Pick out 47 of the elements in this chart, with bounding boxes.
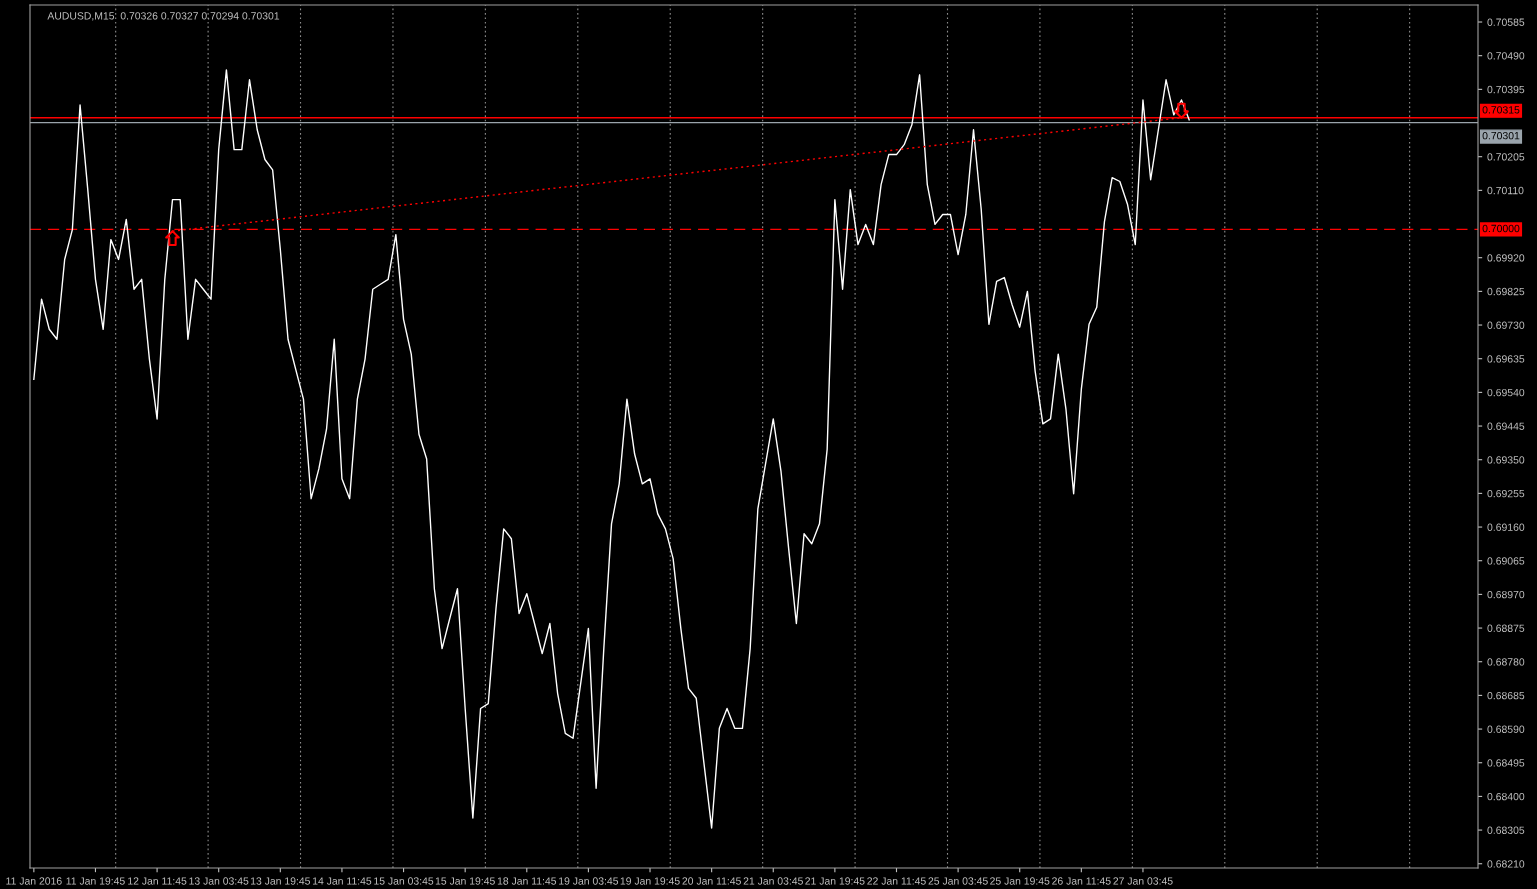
y-tick-label: 0.69635 bbox=[1487, 355, 1525, 363]
x-tick-label: 11 Jan 2016 bbox=[6, 877, 62, 885]
y-tick-label: 0.70205 bbox=[1487, 153, 1525, 161]
y-tick-label: 0.68305 bbox=[1487, 826, 1525, 834]
y-tick-label: 0.69445 bbox=[1487, 422, 1525, 430]
x-tick-label: 25 Jan 03:45 bbox=[928, 877, 988, 885]
x-tick-label: 13 Jan 19:45 bbox=[251, 877, 310, 885]
y-tick-label: 0.70110 bbox=[1487, 186, 1524, 195]
y-tick-label: 0.69160 bbox=[1487, 523, 1525, 531]
y-tick-label: 0.69540 bbox=[1487, 388, 1525, 397]
x-tick-label: 19 Jan 19:45 bbox=[620, 877, 680, 885]
x-tick-label: 26 Jan 11:45 bbox=[1052, 877, 1111, 885]
text: AUDUSD,M15 0.70326 0.70327 0.70294 0.70301 bbox=[47, 12, 280, 21]
x-tick-label: 18 Jan 11:45 bbox=[497, 877, 557, 885]
ref-line-label: 0.70315 bbox=[1482, 106, 1520, 114]
y-tick-label: 0.69350 bbox=[1487, 456, 1525, 464]
y-tick-label: 0.68210 bbox=[1487, 860, 1525, 868]
y-tick-label: 0.69730 bbox=[1487, 321, 1525, 329]
x-tick-label: 11 Jan 19:45 bbox=[66, 877, 125, 885]
x-tick-label: 22 Jan 11:45 bbox=[867, 877, 926, 885]
y-tick-label: 0.69255 bbox=[1487, 489, 1525, 498]
x-tick-label: 12 Jan 11:45 bbox=[128, 877, 187, 885]
x-tick-label: 21 Jan 19:45 bbox=[805, 877, 865, 885]
x-tick-label: 27 Jan 03:45 bbox=[1113, 877, 1173, 885]
ref-line-label: 0.70000 bbox=[1482, 224, 1520, 233]
y-tick-label: 0.70490 bbox=[1487, 52, 1525, 60]
y-tick-label: 0.69920 bbox=[1487, 254, 1525, 262]
ref-line-label: 0.70301 bbox=[1482, 131, 1520, 140]
y-tick-label: 0.68495 bbox=[1487, 759, 1525, 767]
x-tick-label: 25 Jan 19:45 bbox=[990, 877, 1050, 885]
x-tick-label: 20 Jan 11:45 bbox=[682, 877, 741, 885]
x-tick-label: 21 Jan 03:45 bbox=[743, 877, 803, 885]
y-tick-label: 0.68875 bbox=[1487, 624, 1525, 632]
x-tick-label: 19 Jan 03:45 bbox=[559, 877, 619, 885]
y-tick-label: 0.69065 bbox=[1487, 557, 1525, 565]
y-tick-label: 0.68780 bbox=[1487, 658, 1525, 666]
y-tick-label: 0.68970 bbox=[1487, 590, 1525, 599]
y-tick-label: 0.68590 bbox=[1487, 725, 1525, 733]
x-tick-label: 14 Jan 11:45 bbox=[313, 877, 372, 885]
x-tick-label: 15 Jan 19:45 bbox=[435, 877, 495, 885]
y-tick-label: 0.70585 bbox=[1487, 18, 1525, 26]
y-tick-label: 0.68685 bbox=[1487, 691, 1525, 700]
x-tick-label: 15 Jan 03:45 bbox=[374, 877, 434, 885]
y-tick-label: 0.69825 bbox=[1487, 287, 1525, 296]
x-tick-label: 13 Jan 03:45 bbox=[189, 877, 249, 885]
y-tick-label: 0.70395 bbox=[1487, 85, 1525, 94]
y-tick-label: 0.68400 bbox=[1487, 792, 1525, 801]
